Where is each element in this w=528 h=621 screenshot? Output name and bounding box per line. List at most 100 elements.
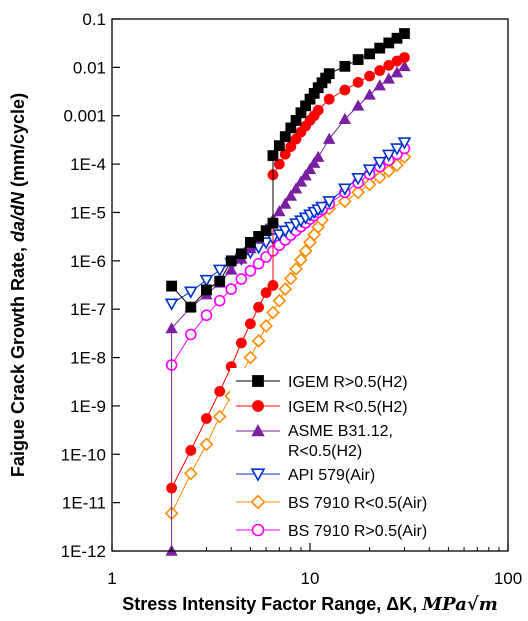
y-axis-title: Faigue Crack Growth Rate, da/dN (mm/cycl… (8, 93, 28, 477)
data-point (303, 162, 317, 175)
data-point (374, 42, 386, 54)
y-tick-label: 0.001 (63, 107, 106, 126)
data-point (199, 274, 214, 288)
x-axis-title-text: Stress Intensity Factor Range, ΔK, (122, 594, 422, 614)
y-tick-label: 1E-7 (70, 300, 106, 319)
data-point (199, 437, 214, 452)
data-point (212, 264, 227, 278)
legend-entry-0: IGEM R>0.5(H2) (236, 374, 408, 391)
data-point (266, 305, 280, 320)
data-point (214, 385, 226, 397)
data-point (289, 262, 303, 276)
data-point (183, 286, 198, 299)
data-point (397, 137, 412, 150)
y-tick-label: 1E-9 (70, 397, 106, 416)
x-axis-title: Stress Intensity Factor Range, ΔK, MPa√m (122, 594, 498, 615)
chart-marks (164, 28, 412, 556)
data-point (279, 131, 291, 143)
y-tick-label: 1E-12 (61, 542, 106, 561)
data-point (338, 183, 352, 196)
data-point (166, 482, 178, 494)
data-point (312, 150, 325, 162)
legend-marker (252, 375, 264, 387)
data-point (351, 173, 365, 186)
data-point (351, 185, 366, 200)
data-point (382, 72, 395, 84)
series-2 (165, 60, 411, 556)
data-point (267, 217, 279, 229)
data-point (352, 54, 364, 65)
data-point (323, 68, 335, 80)
data-point (390, 66, 404, 78)
x-axis-title-unit: MPa√m (421, 594, 498, 615)
data-point (322, 196, 337, 209)
y-tick-label: 1E-4 (70, 155, 106, 174)
data-point (373, 79, 386, 91)
legend-marker (251, 523, 265, 537)
data-point (283, 271, 298, 286)
legend-marker (252, 400, 264, 412)
data-point (260, 225, 272, 237)
axis-ticks: 1 10 100 1E-12 1E-11 1E-10 1E-9 1E-8 1E-7 1E-6 1E-… (61, 10, 523, 588)
data-point (352, 76, 364, 88)
y-tick-label: 1E-8 (70, 349, 106, 368)
x-tick-label: 100 (494, 569, 522, 588)
data-point (278, 282, 293, 296)
data-point (244, 318, 256, 330)
data-point (279, 197, 292, 209)
y-axis-title-italic: da/dN (8, 191, 28, 242)
legend-entry-1: IGEM R<0.5(H2) (236, 399, 408, 416)
data-point (253, 230, 264, 242)
data-point (337, 194, 352, 209)
data-point (235, 273, 248, 285)
series-0 (166, 28, 410, 313)
data-point (308, 156, 321, 168)
data-point (372, 156, 387, 170)
series-5 (165, 142, 411, 371)
y-tick-label: 1E-10 (61, 445, 106, 464)
legend: IGEM R>0.5(H2) IGEM R<0.5(H2) ASME B31.12,… (230, 368, 500, 543)
data-point (267, 150, 279, 161)
data-point (363, 88, 376, 100)
data-point (298, 244, 313, 258)
legend-label: ASME B31.12, (288, 423, 393, 440)
legend-label: IGEM R<0.5(H2) (288, 399, 408, 416)
data-point (212, 409, 227, 424)
legend-label: R<0.5(H2) (288, 443, 362, 460)
data-point (399, 52, 410, 63)
data-point (323, 93, 335, 105)
y-axis-title-unit: (mm/cycle) (8, 93, 28, 192)
data-point (244, 242, 257, 254)
data-point (351, 99, 365, 111)
legend-label: API 579(Air) (288, 467, 375, 484)
data-point (315, 201, 329, 215)
y-tick-label: 1E-5 (70, 203, 106, 222)
data-point (279, 148, 291, 160)
data-point (339, 84, 351, 96)
data-point (165, 322, 178, 334)
legend-label: BS 7910 R>0.5(Air) (288, 523, 427, 540)
data-point (364, 70, 376, 82)
data-point (398, 60, 411, 72)
data-point (260, 287, 272, 299)
legend-entries: IGEM R>0.5(H2) IGEM R<0.5(H2) ASME B31.12,… (236, 374, 427, 540)
data-point (251, 334, 266, 348)
data-point (201, 413, 212, 424)
data-point (273, 140, 285, 152)
data-point (213, 294, 226, 307)
data-point (200, 309, 213, 322)
data-point (225, 283, 238, 295)
data-point (183, 466, 198, 481)
data-point (299, 169, 312, 181)
x-tick-label: 1 (107, 569, 116, 588)
legend-background (230, 368, 500, 543)
data-point (214, 275, 226, 287)
data-point (201, 284, 212, 296)
data-point (166, 280, 178, 292)
legend-marker (250, 494, 266, 510)
data-point (374, 65, 386, 76)
data-point (235, 337, 247, 349)
y-tick-label: 1E-6 (70, 252, 106, 271)
